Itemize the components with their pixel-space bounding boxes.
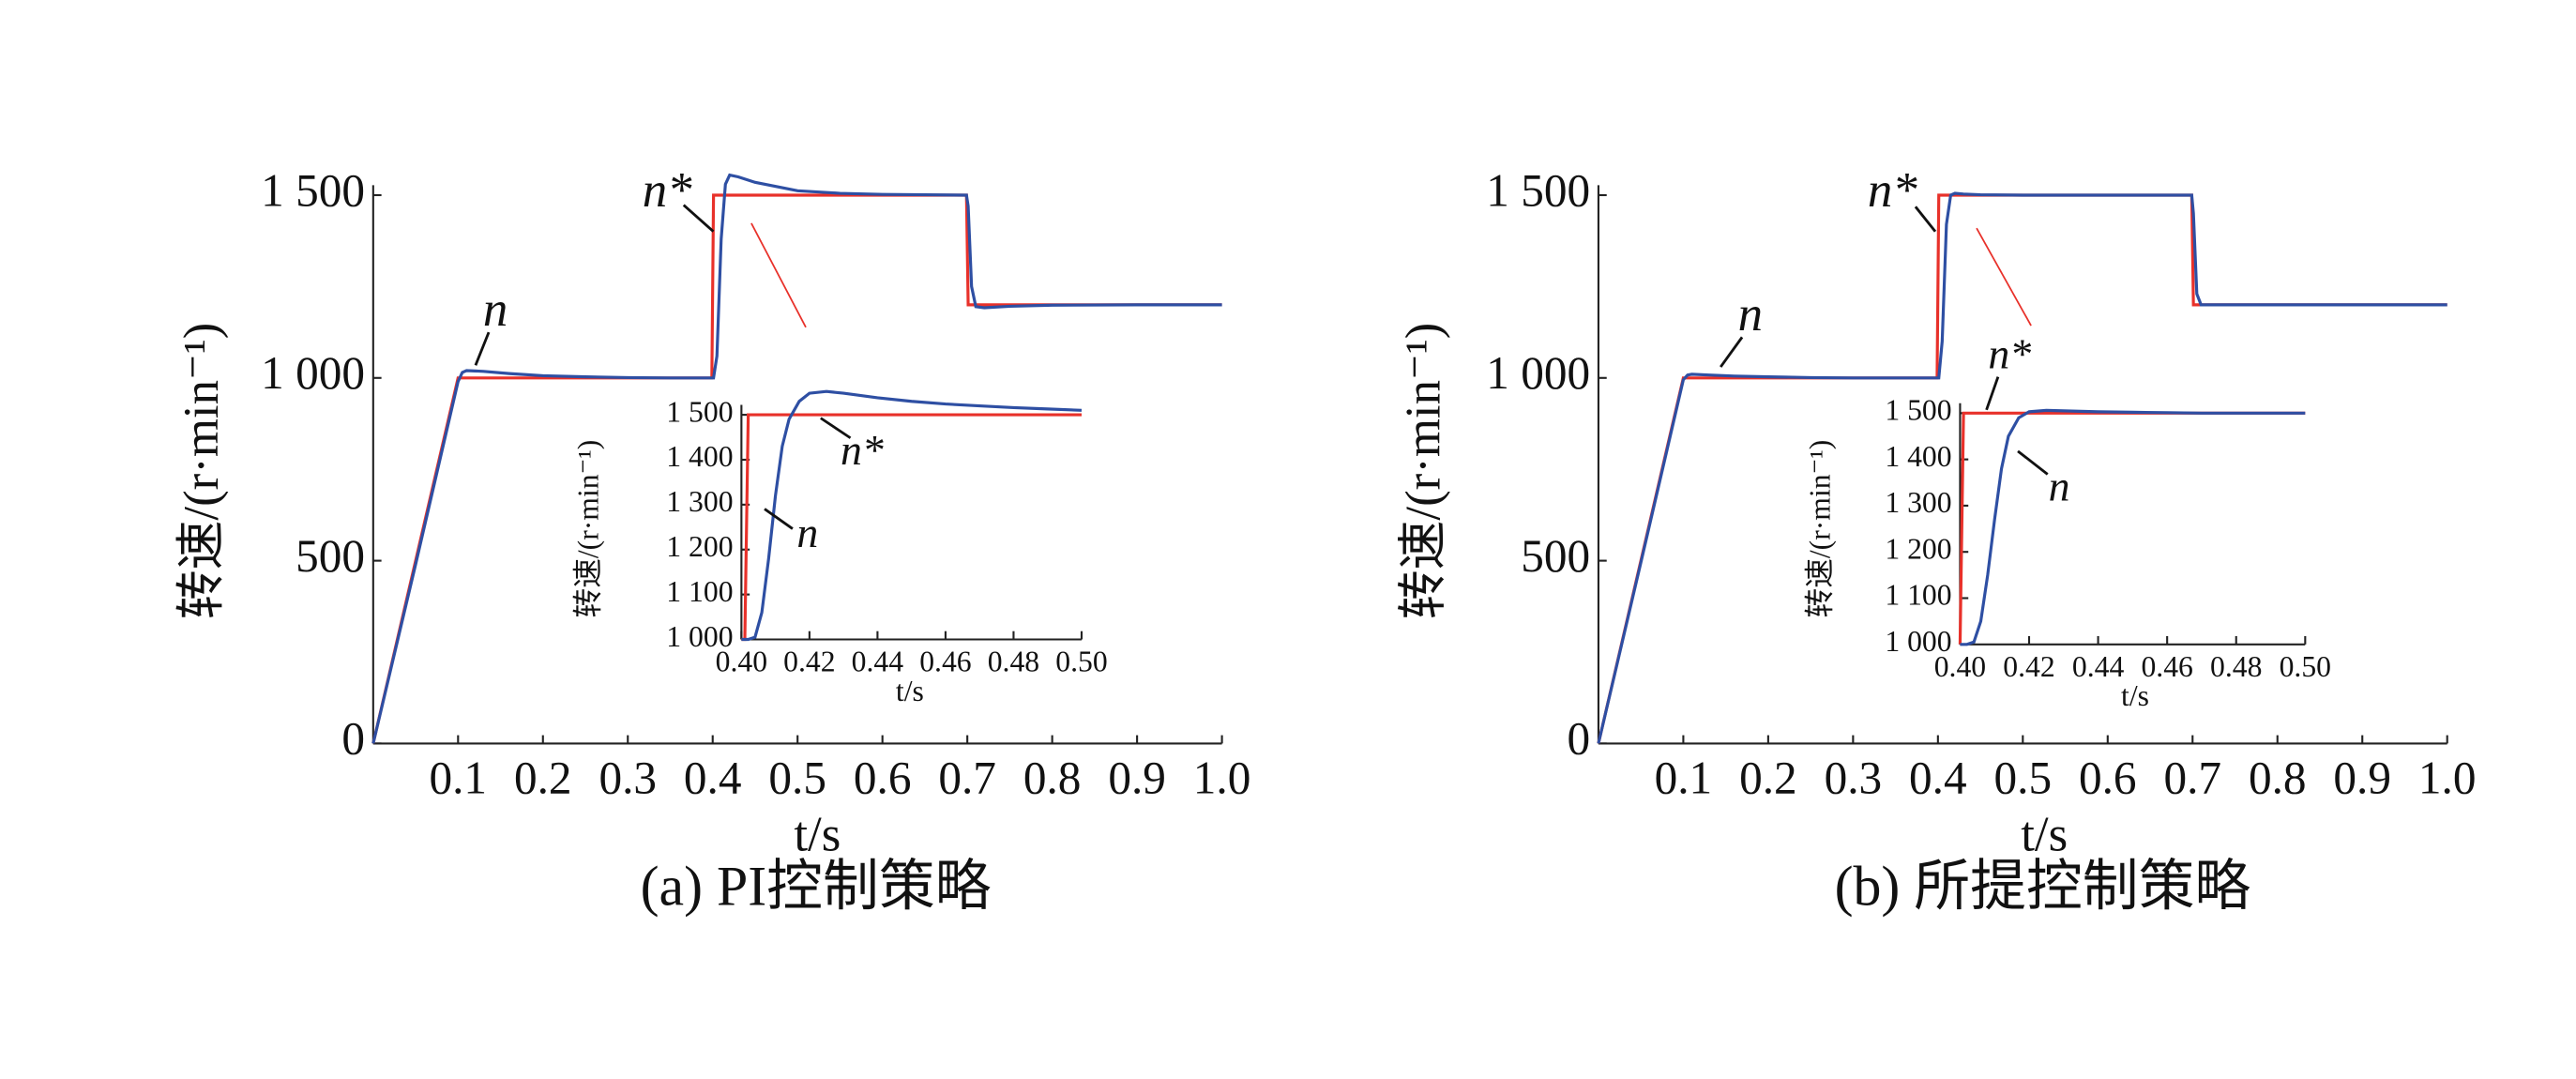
y-tick-label: 1 000 <box>261 347 365 399</box>
y-tick-label: 1 200 <box>666 530 733 563</box>
y-tick-label: 1 100 <box>1885 579 1951 612</box>
x-tick-label: 0.3 <box>1825 752 1883 804</box>
y-tick-label: 1 000 <box>666 620 733 653</box>
x-tick-label: 0.44 <box>852 646 904 678</box>
annotation-leader <box>682 204 715 233</box>
x-tick-label: 0.50 <box>1055 646 1107 678</box>
series-line <box>741 413 1082 642</box>
x-tick-label: 0.8 <box>1023 752 1082 804</box>
x-tick-label: 0.40 <box>1934 650 1986 683</box>
x-tick-label: 0.7 <box>938 752 996 804</box>
x-tick-label: 0.42 <box>783 646 835 678</box>
annotation-leader <box>764 508 794 530</box>
series-line <box>741 389 1083 642</box>
series-label: n <box>483 282 508 337</box>
x-tick-label: 0.1 <box>429 752 487 804</box>
y-tick-label: 1 500 <box>1885 394 1951 427</box>
annotation-leader <box>2017 449 2049 476</box>
x-tick-label: 0.6 <box>2079 752 2137 804</box>
x-tick-label: 0.9 <box>1108 752 1166 804</box>
x-tick-label: 0.4 <box>1909 752 1967 804</box>
zoom-pointer <box>1976 227 2032 327</box>
annotation-leader <box>474 331 491 366</box>
x-tick-label: 0.3 <box>599 752 657 804</box>
series-label: n* <box>1868 163 1917 218</box>
y-tick-label: 1 300 <box>1885 486 1951 519</box>
series-label: n <box>1738 287 1763 342</box>
x-tick-label: 0.48 <box>2210 650 2262 683</box>
x-tick-label: 0.46 <box>919 646 971 678</box>
x-tick-label: 1.0 <box>2418 752 2477 804</box>
x-tick-label: 0.8 <box>2249 752 2307 804</box>
y-tick-label: 1 400 <box>1885 440 1951 473</box>
y-tick-label: 1 000 <box>1885 625 1951 658</box>
y-axis-label: 转速/(r·min⁻¹) <box>571 440 604 618</box>
y-tick-label: 1 200 <box>1885 532 1951 565</box>
annotation-leader <box>1914 205 1937 233</box>
x-tick-label: 0.44 <box>2072 650 2125 683</box>
x-tick-label: 0.6 <box>854 752 912 804</box>
x-tick-label: 0.1 <box>1655 752 1713 804</box>
x-tick-label: 0.2 <box>1739 752 1797 804</box>
inset-background <box>741 408 1082 640</box>
x-tick-label: 0.5 <box>768 752 826 804</box>
x-tick-label: 0.46 <box>2141 650 2192 683</box>
y-tick-label: 500 <box>295 530 365 582</box>
y-tick-label: 1 500 <box>1486 164 1590 216</box>
x-tick-label: 0.50 <box>2280 650 2331 683</box>
y-axis-label: 转速/(r·min⁻¹) <box>1397 323 1451 619</box>
y-axis-label: 转速/(r·min⁻¹) <box>174 323 229 619</box>
y-tick-label: 1 300 <box>666 485 733 518</box>
x-tick-label: 0.5 <box>1994 752 2053 804</box>
caption: (a) PI控制策略 <box>641 856 992 918</box>
series-line <box>1597 191 2447 744</box>
x-tick-label: 1.0 <box>1193 752 1251 804</box>
series-line <box>1960 408 2306 646</box>
x-axis-label: t/s <box>2121 679 2149 712</box>
series-label: n* <box>1988 330 2031 378</box>
y-tick-label: 1 500 <box>666 395 733 428</box>
series-label: n* <box>643 163 692 218</box>
inset-background <box>1960 406 2306 645</box>
y-axis-label: 转速/(r·min⁻¹) <box>1804 440 1837 618</box>
x-tick-label: 0.48 <box>988 646 1039 678</box>
annotation-leader <box>1985 376 2000 411</box>
y-tick-label: 1 000 <box>1486 347 1590 399</box>
series-label: n* <box>841 426 884 474</box>
series-line <box>371 173 1222 744</box>
series-label: n <box>796 509 818 556</box>
x-tick-label: 0.9 <box>2333 752 2391 804</box>
x-tick-label: 0.40 <box>716 646 767 678</box>
x-tick-label: 0.4 <box>684 752 742 804</box>
x-tick-label: 0.2 <box>514 752 572 804</box>
x-tick-label: 0.42 <box>2003 650 2054 683</box>
x-tick-label: 0.7 <box>2163 752 2221 804</box>
y-tick-label: 1 100 <box>666 575 733 608</box>
annotation-leader <box>820 417 852 439</box>
zoom-pointer <box>750 222 807 328</box>
x-axis-label: t/s <box>896 675 924 707</box>
y-tick-label: 0 <box>1567 713 1590 765</box>
y-tick-label: 0 <box>341 713 365 765</box>
y-tick-label: 1 500 <box>261 164 365 216</box>
annotation-leader <box>1720 336 1744 368</box>
caption: (b) 所提控制策略 <box>1835 856 2251 918</box>
x-axis-label: t/s <box>2021 808 2068 862</box>
series-label: n <box>2049 463 2070 510</box>
y-tick-label: 500 <box>1521 530 1590 582</box>
x-axis-label: t/s <box>794 808 841 862</box>
y-tick-label: 1 400 <box>666 440 733 473</box>
